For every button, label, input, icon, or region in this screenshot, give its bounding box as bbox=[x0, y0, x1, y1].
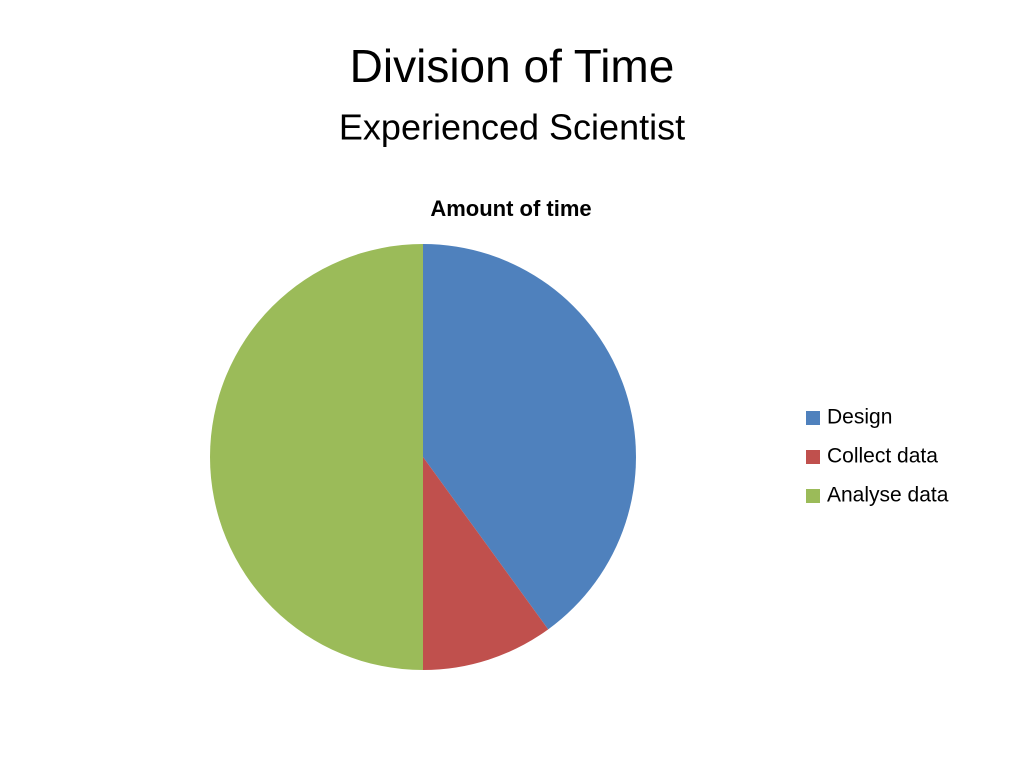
slide-title: Division of Time bbox=[350, 40, 675, 92]
pie-slice bbox=[423, 244, 636, 630]
pie-slice bbox=[423, 457, 549, 670]
legend-label: Collect data bbox=[827, 445, 938, 468]
legend-swatch bbox=[806, 450, 820, 464]
chart-title: Amount of time bbox=[430, 196, 591, 221]
slide-subtitle: Experienced Scientist bbox=[339, 107, 685, 148]
pie-slice bbox=[210, 244, 423, 670]
legend-swatch bbox=[806, 411, 820, 425]
legend-label: Design bbox=[827, 406, 892, 429]
legend-label: Analyse data bbox=[827, 484, 949, 507]
legend-swatch bbox=[806, 489, 820, 503]
